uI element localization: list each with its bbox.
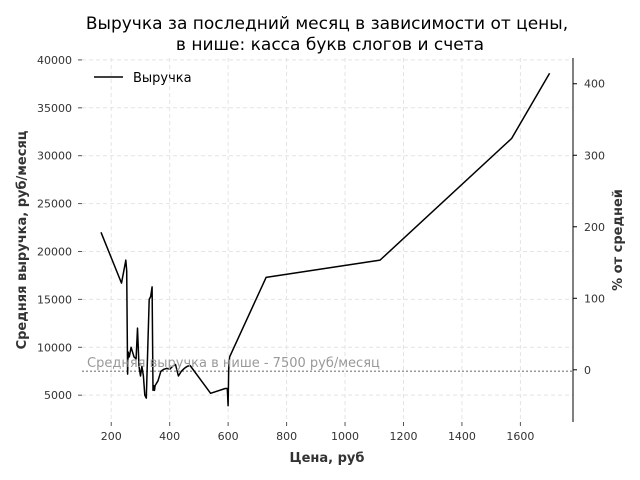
x-tick-label: 1400 (448, 430, 476, 443)
legend: Выручка (94, 71, 192, 86)
average-line-label: Средняя выручка в нише - 7500 руб/месяц (87, 356, 380, 371)
y-tick-label: 35000 (37, 102, 72, 115)
y-axis-ticks: 5000 10000 15000 20000 25000 30000 35000 40000 (37, 54, 82, 402)
legend-label-revenue: Выручка (133, 71, 192, 86)
y-tick-label: 5000 (44, 389, 72, 402)
grid-lines (82, 58, 573, 422)
series-line-0 (100, 72, 551, 407)
x-axis-ticks: 200 400 600 800 1000 1200 1400 1600 (101, 422, 534, 443)
x-axis-label: Цена, руб (290, 451, 365, 466)
y2-tick-label: 200 (584, 221, 605, 234)
chart-title-line-2: в нише: касса букв слогов и счета (176, 35, 484, 55)
chart-title-line-1: Выручка за последний месяц в зависимости… (86, 14, 568, 34)
y2-tick-label: 300 (584, 149, 605, 162)
y2-axis-label: % от средней (611, 189, 626, 291)
x-tick-label: 1000 (331, 430, 359, 443)
x-tick-label: 200 (101, 430, 122, 443)
x-tick-label: 600 (218, 430, 239, 443)
y2-tick-label: 0 (584, 364, 591, 377)
y-axis-label: Средняя выручка, руб/месяц (15, 130, 30, 349)
y2-tick-label: 100 (584, 292, 605, 305)
x-tick-label: 1200 (389, 430, 417, 443)
y-tick-label: 15000 (37, 293, 72, 306)
y-tick-label: 20000 (37, 245, 72, 258)
series-group (100, 72, 551, 407)
y-tick-label: 10000 (37, 341, 72, 354)
x-tick-label: 800 (276, 430, 297, 443)
y2-tick-label: 400 (584, 78, 605, 91)
y-tick-label: 30000 (37, 150, 72, 163)
y-tick-label: 40000 (37, 54, 72, 67)
x-tick-label: 1600 (506, 430, 534, 443)
x-tick-label: 400 (159, 430, 180, 443)
y-tick-label: 25000 (37, 198, 72, 211)
y2-axis-ticks: 0 100 200 300 400 (573, 78, 605, 377)
